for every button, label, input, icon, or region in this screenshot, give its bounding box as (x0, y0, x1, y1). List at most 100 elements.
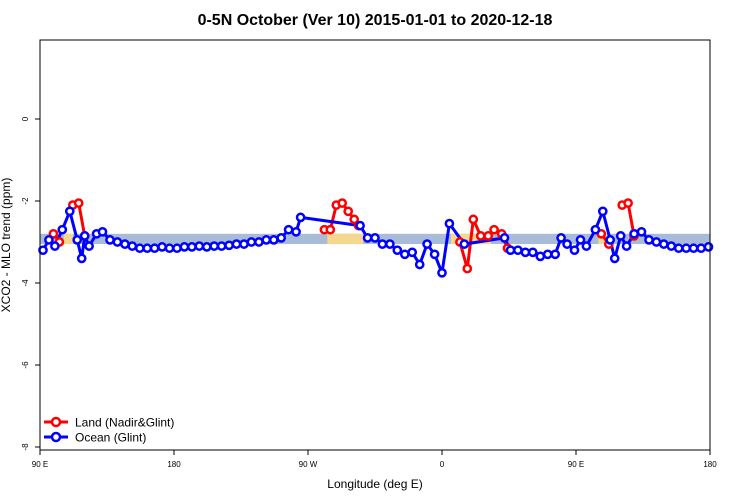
ocean-point-17 (149, 243, 160, 254)
y-tick-label-3: -6 (21, 361, 30, 369)
ocean-point-16 (142, 243, 153, 254)
ocean-point-60 (556, 233, 566, 243)
y-axis-label: XCO2 - MLO trend (ppm) (0, 178, 13, 313)
ocean-point-47 (422, 239, 432, 249)
ocean-point-10 (97, 226, 108, 237)
land-point-23 (623, 198, 633, 208)
land-point-3 (73, 198, 84, 208)
legend-land-marker (50, 416, 62, 428)
ocean-point-44 (399, 249, 410, 260)
ocean-point-55 (520, 247, 531, 258)
ocean-point-76 (666, 241, 677, 251)
ocean-point-36 (291, 226, 301, 237)
ocean-point-73 (644, 235, 654, 245)
ocean-point-51 (459, 239, 470, 249)
ocean-point-62 (569, 245, 580, 256)
ocean-point-59 (550, 249, 561, 260)
legend-land-label: Land (Nadir&Glint) (75, 416, 174, 430)
x-axis-label: Longitude (deg E) (327, 477, 422, 491)
ocean-point-1 (44, 235, 54, 245)
ocean-point-80 (696, 243, 706, 254)
x-tick-label-1: 180 (167, 460, 181, 469)
plot-frame (39, 39, 711, 451)
legend-ocean-label: Ocean (Glint) (75, 431, 146, 445)
ocean-point-50 (444, 218, 455, 229)
land-point-0 (48, 228, 59, 239)
ocean-point-6 (76, 253, 87, 264)
ocean-point-23 (194, 241, 205, 251)
ocean-point-58 (542, 249, 553, 260)
ocean-point-61 (562, 239, 572, 249)
ocean-point-0 (38, 245, 48, 256)
ocean-point-2 (50, 241, 60, 251)
ocean-point-33 (268, 235, 279, 245)
ocean-point-22 (187, 242, 197, 252)
ocean-point-26 (216, 241, 227, 251)
ocean-point-18 (157, 242, 167, 252)
land-point-8 (337, 198, 348, 208)
ocean-point-15 (134, 243, 145, 254)
ocean-point-4 (64, 206, 75, 217)
x-tick-label-4: 90 E (568, 460, 584, 469)
ocean-point-28 (231, 239, 242, 249)
land-point-15 (475, 231, 486, 241)
ocean-point-11 (105, 235, 115, 245)
ocean-point-20 (172, 243, 182, 254)
ocean-point-81 (703, 242, 714, 252)
ocean-point-46 (414, 259, 425, 270)
y-tick-label-0: 0 (21, 116, 30, 121)
ocean-point-29 (239, 239, 249, 249)
ocean-point-41 (377, 239, 388, 249)
ocean-point-7 (79, 231, 90, 241)
ocean-point-63 (575, 235, 586, 245)
ticks-layer: 90 E 180 90 W 0 90 E 180 0 -2 -4 -6 -8 (21, 116, 717, 469)
ocean-point-54 (513, 245, 523, 256)
ocean-point-56 (527, 247, 538, 258)
ocean-point-13 (120, 239, 130, 249)
ocean-point-3 (57, 224, 68, 235)
land-point-14 (468, 214, 479, 225)
land-band-2 (327, 233, 364, 245)
series-layer (38, 198, 714, 278)
ocean-point-32 (261, 235, 272, 245)
ocean-point-49 (437, 267, 447, 278)
legend-ocean-marker (50, 431, 62, 443)
ocean-point-65 (590, 224, 601, 235)
ocean-point-71 (629, 228, 639, 239)
ocean-point-25 (209, 241, 220, 251)
land-point-13 (462, 263, 473, 274)
y-tick-label-4: -8 (21, 443, 30, 451)
ocean-point-21 (179, 242, 190, 252)
ocean-point-75 (658, 239, 669, 249)
ocean-point-66 (597, 206, 608, 217)
ocean-point-67 (605, 235, 616, 245)
ocean-point-45 (407, 247, 418, 258)
ocean-point-52 (499, 233, 510, 243)
ocean-point-68 (609, 253, 620, 264)
land-point-17 (489, 224, 499, 235)
land-point-10 (349, 214, 360, 225)
y-tick-label-1: -2 (21, 197, 30, 205)
land-point-16 (483, 231, 494, 241)
ocean-point-38 (355, 220, 365, 231)
ocean-point-14 (127, 241, 138, 251)
ocean-point-64 (581, 241, 592, 251)
ocean-point-79 (688, 243, 699, 254)
ocean-point-57 (535, 251, 546, 262)
y-tick-label-2: -4 (21, 279, 30, 287)
x-tick-label-0: 90 E (32, 460, 48, 469)
ocean-point-35 (283, 224, 294, 235)
ocean-point-69 (615, 231, 626, 241)
ocean-point-53 (505, 245, 516, 256)
ocean-point-30 (246, 237, 257, 247)
ocean-point-42 (385, 239, 395, 249)
ocean-point-77 (673, 243, 684, 254)
ocean-point-37 (295, 212, 306, 223)
ocean-point-34 (276, 233, 287, 243)
ocean-point-40 (370, 233, 380, 243)
chart-title: 0-5N October (Ver 10) 2015-01-01 to 2020… (198, 12, 553, 29)
ocean-point-74 (651, 237, 662, 247)
ocean-point-72 (636, 226, 647, 237)
land-point-9 (343, 206, 354, 217)
